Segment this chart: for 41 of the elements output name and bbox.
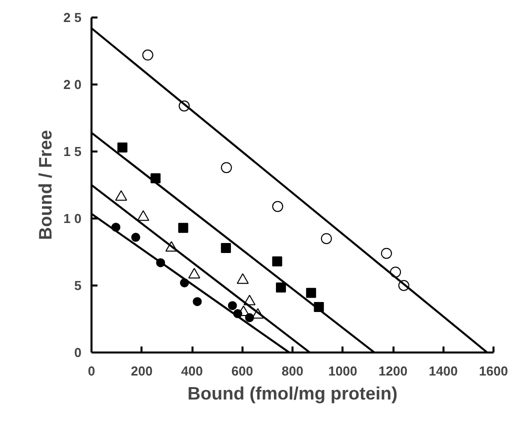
point (117, 142, 128, 152)
point (398, 280, 410, 291)
point (272, 200, 284, 212)
point (236, 273, 249, 284)
x-tick-label: 1200 (378, 364, 408, 378)
y-tick-label: 2 0 (63, 77, 82, 92)
point (252, 308, 264, 319)
point (131, 232, 140, 242)
point (192, 297, 202, 306)
x-tick-label: 800 (282, 364, 304, 378)
x-tick-label: 600 (231, 364, 254, 378)
x-tick-label: 1400 (428, 364, 458, 378)
point (220, 162, 232, 174)
y-tick-label: 0 (74, 345, 82, 360)
point (188, 268, 200, 278)
point (220, 242, 231, 253)
point (244, 294, 256, 306)
y-tick-label: 1 0 (63, 211, 82, 226)
point (320, 233, 332, 244)
y-tick-label: 1 5 (63, 144, 82, 159)
point (272, 256, 282, 266)
y-axis-title: Bound / Free (35, 130, 56, 240)
y-tick-label: 2 5 (63, 10, 82, 25)
point (380, 248, 392, 259)
point (115, 190, 128, 201)
x-tick-label: 400 (181, 364, 203, 378)
point (276, 282, 286, 293)
point (228, 301, 237, 310)
point (178, 100, 190, 112)
point (390, 266, 402, 278)
x-tick-label: 200 (130, 364, 153, 378)
x-tick-label: 1600 (479, 364, 508, 378)
point (142, 50, 154, 61)
x-axis-title: Bound (fmol/mg protein) (188, 384, 398, 404)
y-tick-label: 5 (74, 278, 82, 293)
point (165, 241, 178, 252)
x-tick-label: 0 (88, 364, 96, 378)
point (178, 222, 188, 233)
x-tick-label: 1000 (328, 364, 358, 378)
point (306, 288, 316, 298)
point (137, 210, 150, 221)
